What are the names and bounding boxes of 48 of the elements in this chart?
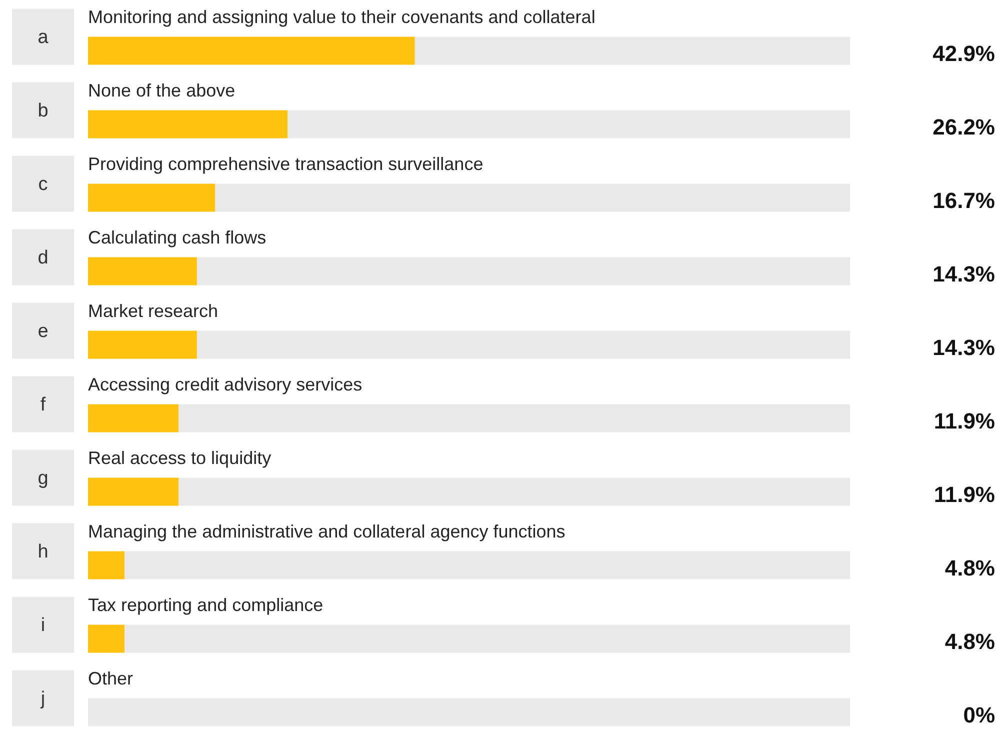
- y-tick-label: Tax reporting and compliance: [88, 594, 324, 615]
- y-tick-label: Managing the administrative and collateral agency functions: [88, 521, 566, 542]
- bar: [215, 184, 850, 212]
- bar: [88, 36, 415, 65]
- bar: [88, 184, 216, 212]
- bar: [124, 624, 850, 653]
- bar: [288, 110, 850, 138]
- y-tick-label: Accessing credit advisory services: [88, 374, 362, 394]
- data-label: 14.3%: [932, 261, 995, 286]
- bar: [178, 478, 850, 506]
- y-tick-label: Providing comprehensive transaction surveillance: [88, 154, 484, 174]
- data-label: 0%: [963, 702, 995, 728]
- data-label: 4.8%: [944, 628, 995, 654]
- text: j: [40, 688, 46, 710]
- text: h: [38, 541, 48, 562]
- bar: [88, 624, 125, 653]
- bar: [88, 551, 125, 580]
- data-label: 14.3%: [932, 334, 995, 360]
- text: a: [38, 26, 49, 48]
- data-label: 11.9%: [934, 482, 995, 507]
- text: e: [38, 320, 48, 342]
- text: d: [38, 247, 48, 268]
- data-label: 11.9%: [934, 408, 995, 434]
- bar: [414, 36, 850, 65]
- bar: [88, 404, 179, 432]
- y-tick-label: None of the above: [88, 80, 236, 100]
- text: g: [38, 468, 48, 489]
- text: f: [40, 394, 46, 416]
- bar: [196, 330, 850, 359]
- bar: [178, 404, 850, 432]
- data-label: 42.9%: [932, 40, 995, 66]
- bar: [88, 257, 197, 286]
- data-label: 26.2%: [932, 114, 995, 140]
- data-label: 16.7%: [932, 188, 995, 213]
- text: b: [38, 100, 48, 122]
- y-tick-label: Monitoring and assigning value to their covenants and collateral: [88, 6, 596, 27]
- y-tick-label: Market research: [88, 300, 218, 321]
- bar: [88, 110, 288, 138]
- text: i: [40, 614, 46, 636]
- y-tick-label: Real access to liquidity: [88, 448, 272, 468]
- data-label: 4.8%: [944, 555, 995, 580]
- bar: [88, 478, 179, 506]
- y-tick-label: Calculating cash flows: [88, 227, 266, 248]
- y-tick-label: Other: [88, 668, 134, 688]
- text: c: [38, 174, 48, 195]
- bar: [124, 551, 850, 580]
- bar: [196, 257, 850, 286]
- bar: [88, 330, 197, 359]
